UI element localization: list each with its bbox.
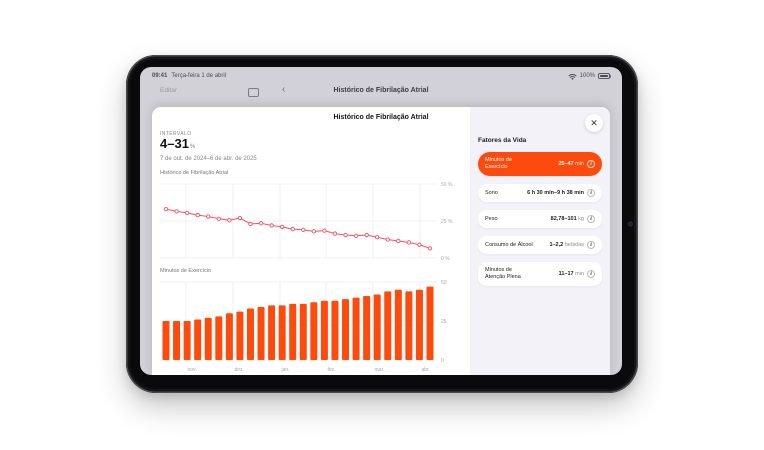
edit-button[interactable]: Editar (160, 87, 177, 94)
factor-item-mindfulness[interactable]: Minutos de Atenção Plena 11–17 min i (478, 262, 602, 286)
life-factors-heading: Fatores da Vida (478, 137, 527, 144)
multitask-window-icon[interactable] (248, 88, 259, 97)
factor-value: 1–2,2 bebidas (549, 241, 584, 248)
info-icon[interactable]: i (587, 215, 595, 223)
factor-label: Sono (485, 189, 498, 196)
info-icon[interactable]: i (587, 270, 595, 278)
factor-value: 11–17 min (558, 270, 584, 277)
svg-text:0: 0 (441, 358, 444, 364)
svg-text:50: 50 (441, 280, 447, 286)
status-date: Terça-feira 1 de abril (171, 73, 227, 79)
factor-item-exercise-minutes[interactable]: Minutos de Exercício 25–47 min i (478, 152, 602, 176)
svg-text:mar.: mar. (375, 367, 385, 373)
factor-value: 6 h 30 min–9 h 38 min (527, 189, 584, 196)
svg-text:nov.: nov. (188, 367, 197, 373)
interval-date-range: 7 de out. de 2024–6 de abr. de 2025 (160, 156, 257, 162)
afib-line-chart[interactable]: 50 % 25 % 0 % (160, 178, 470, 264)
status-time: 09:41 (152, 73, 168, 79)
interval-value: 4–31% (160, 136, 196, 151)
ipad-device: 09:41 Terça-feira 1 de abril 100% Editar (126, 55, 638, 393)
afib-chart-label: Histórico de Fibrilação Atrial (160, 170, 229, 176)
info-icon[interactable]: i (587, 241, 595, 249)
factor-label: Peso (485, 215, 498, 222)
svg-text:25: 25 (441, 319, 447, 325)
factor-value: 25–47 min (558, 160, 584, 167)
svg-text:dez.: dez. (235, 367, 244, 373)
svg-text:50 %: 50 % (441, 182, 453, 188)
battery-percent: 100% (579, 73, 595, 79)
factor-item-weight[interactable]: Peso 82,78–101 kg i (478, 210, 602, 228)
chart-panel: INTERVALO 4–31% 7 de out. de 2024–6 de a… (152, 107, 470, 375)
svg-text:0 %: 0 % (441, 256, 450, 262)
exercise-bar-chart[interactable]: 50 25 0 nov. dez. jan. fev. mar. abr. (160, 276, 470, 375)
nav-bar: Editar ‹ Histórico de Fibrilação Atrial (140, 81, 622, 105)
factor-label: Minutos de Exercício (485, 157, 512, 170)
nav-title: Histórico de Fibrilação Atrial (333, 87, 429, 94)
exercise-chart-label: Minutos de Exercício (160, 268, 212, 274)
svg-text:fev.: fev. (328, 367, 336, 373)
ipad-screen: 09:41 Terça-feira 1 de abril 100% Editar (140, 67, 622, 375)
factor-item-sleep[interactable]: Sono 6 h 30 min–9 h 38 min i (478, 184, 602, 202)
close-button[interactable]: ✕ (585, 114, 603, 132)
battery-icon (598, 73, 612, 79)
factor-label: Minutos de Atenção Plena (485, 267, 521, 280)
svg-text:jan.: jan. (281, 367, 290, 373)
afib-history-sheet: Histórico de Fibrilação Atrial ✕ INTERVA… (152, 107, 610, 375)
wifi-icon (568, 73, 577, 80)
svg-text:25 %: 25 % (441, 219, 453, 225)
interval-label: INTERVALO (160, 131, 192, 137)
status-bar: 09:41 Terça-feira 1 de abril 100% (140, 67, 622, 81)
info-icon[interactable]: i (587, 189, 595, 197)
close-icon: ✕ (590, 117, 598, 128)
info-icon[interactable]: i (587, 160, 595, 168)
svg-text:abr.: abr. (422, 367, 430, 373)
factor-item-alcohol[interactable]: Consumo de Álcool 1–2,2 bebidas i (478, 236, 602, 254)
life-factors-panel: Fatores da Vida Minutos de Exercício 25–… (470, 107, 610, 375)
front-camera (628, 221, 633, 227)
interval-unit: % (189, 144, 196, 150)
factor-value: 82,78–101 kg (550, 215, 584, 222)
factor-label: Consumo de Álcool (485, 241, 533, 248)
back-chevron-icon[interactable]: ‹ (282, 84, 286, 95)
